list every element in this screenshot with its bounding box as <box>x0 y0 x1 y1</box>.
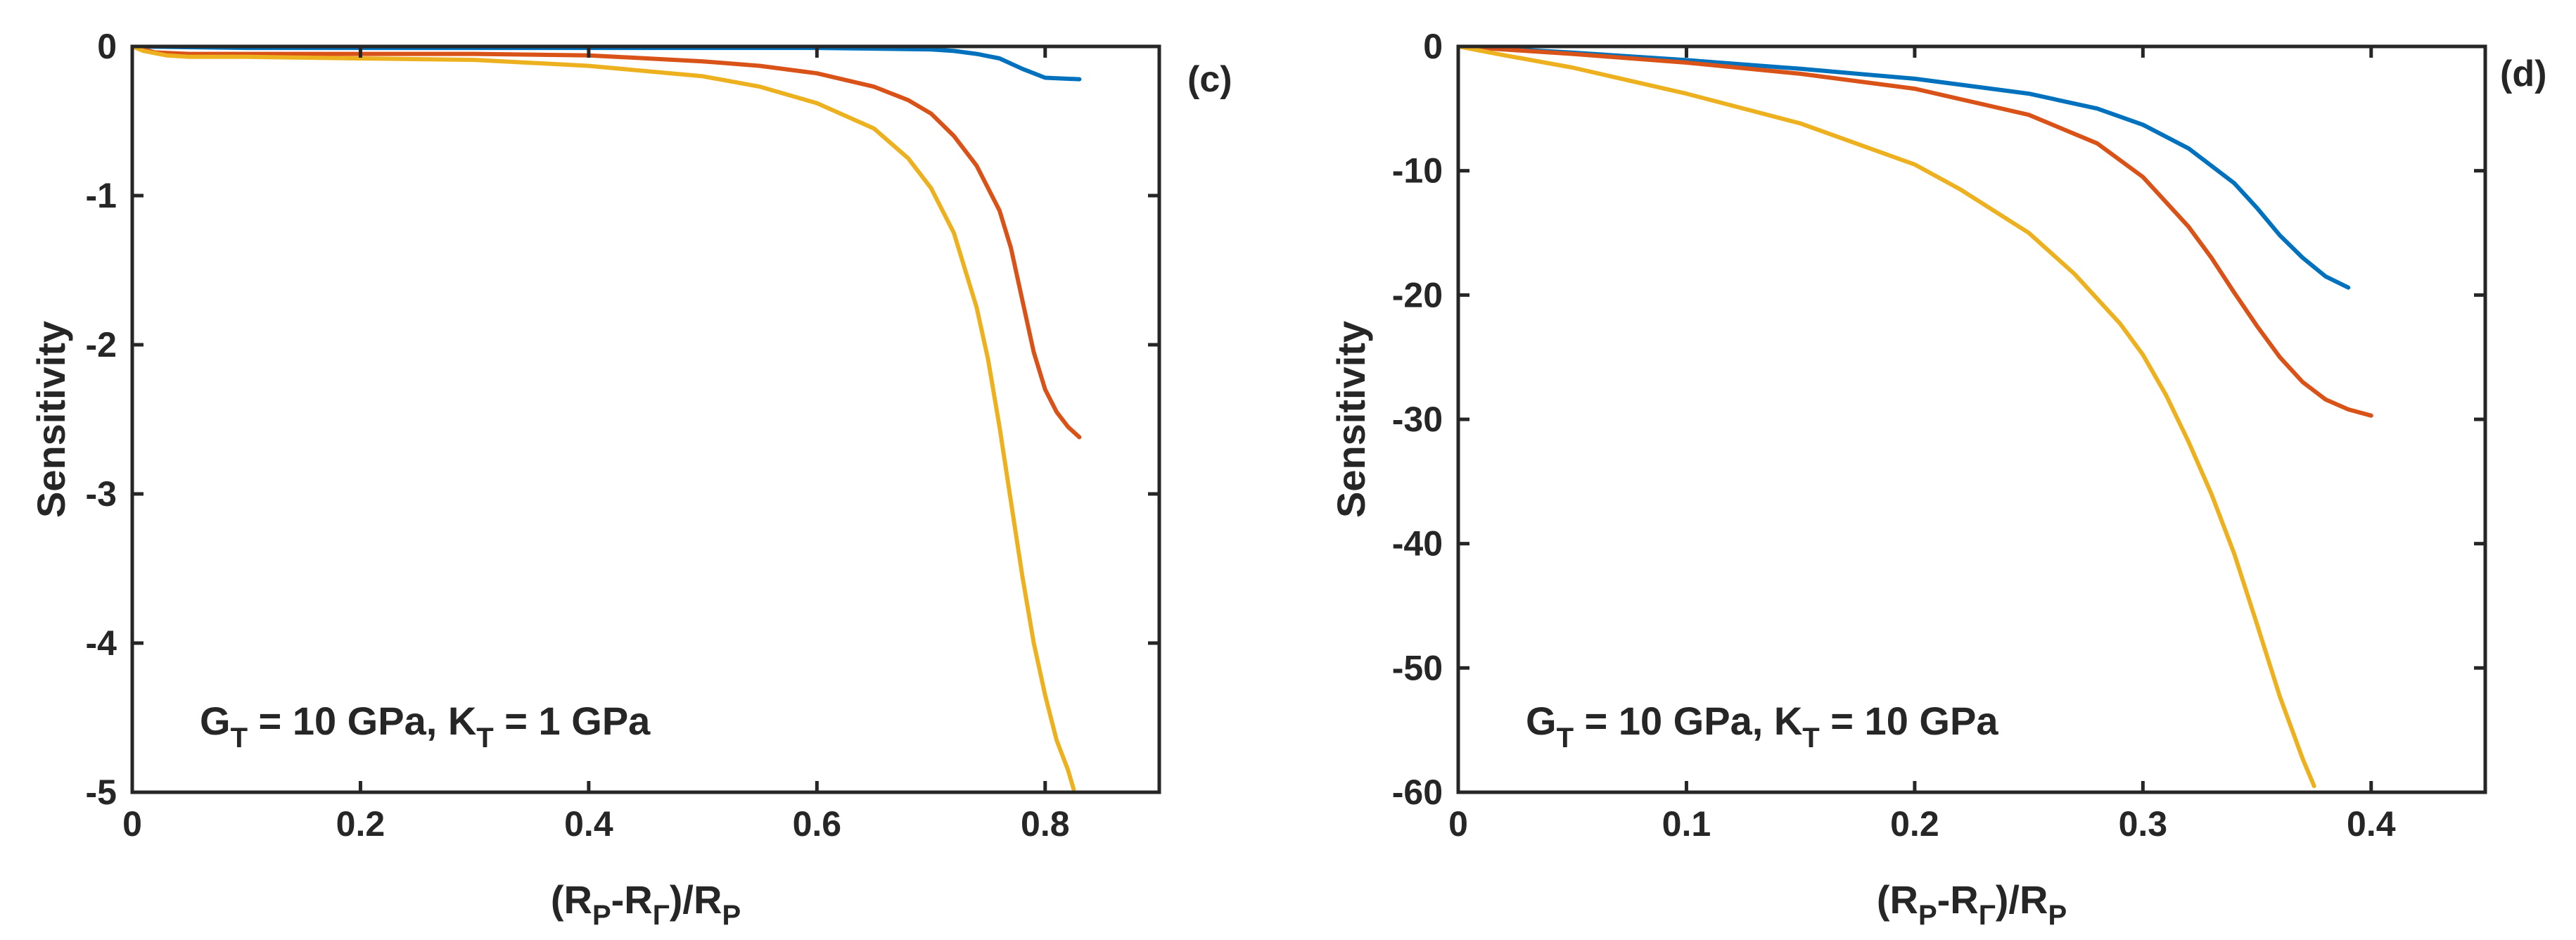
tick-labels: 0 0.2 0.4 0.6 0.8 0 -1 -2 -3 -4 -5 <box>86 27 1070 844</box>
series-line-red <box>1458 46 2373 418</box>
axes-frame <box>130 44 1161 794</box>
parameter-annotation: GT = 10 GPa, KT = 1 GPa <box>200 699 651 754</box>
series-line-yellow <box>132 46 1076 792</box>
series-line-blue <box>132 46 1082 82</box>
x-tick-label: 0.2 <box>336 804 385 844</box>
tick-labels: 0 0.1 0.2 0.3 0.4 0 -10 -20 -30 -40 -50 -60 <box>1392 27 2396 844</box>
y-tick-label: -50 <box>1392 648 1443 687</box>
tick-marks <box>1456 44 2485 794</box>
y-tick-label: 0 <box>97 27 117 66</box>
tick-marks <box>130 44 1159 794</box>
y-tick-label: -1 <box>86 176 117 215</box>
x-tick-label: 0.2 <box>1890 804 1939 844</box>
chart-panel-c: 0 0.2 0.4 0.6 0.8 0 -1 -2 -3 -4 -5 (c) GT = 10 GPa… <box>29 27 1232 931</box>
series-line-blue <box>1458 46 2351 290</box>
y-tick-label: -10 <box>1392 151 1443 191</box>
x-tick-label: 0.6 <box>793 804 842 844</box>
x-tick-label: 0 <box>122 804 142 844</box>
y-tick-label: -30 <box>1392 400 1443 439</box>
y-tick-label: -2 <box>86 325 117 364</box>
plot-area <box>132 46 1082 792</box>
x-tick-label: 0.3 <box>2119 804 2168 844</box>
panel-label: (d) <box>2500 53 2546 94</box>
series-line-yellow <box>1458 46 2316 789</box>
y-tick-label: -60 <box>1392 773 1443 812</box>
y-tick-label: -40 <box>1392 524 1443 564</box>
axes-frame <box>1456 44 2487 794</box>
panel-label: (c) <box>1187 59 1232 100</box>
y-axis-label: Sensitivity <box>1329 321 1373 518</box>
plot-area <box>1458 46 2373 789</box>
x-axis-label: (RP-RΓ)/RP <box>1877 877 2067 931</box>
x-axis-label: (RP-RΓ)/RP <box>551 877 741 931</box>
chart-panel-d: 0 0.1 0.2 0.3 0.4 0 -10 -20 -30 -40 -50 -60 (d) GT … <box>1329 27 2546 931</box>
x-tick-label: 0.1 <box>1662 804 1711 844</box>
parameter-annotation: GT = 10 GPa, KT = 10 GPa <box>1526 699 1998 754</box>
x-tick-label: 0 <box>1448 804 1468 844</box>
x-tick-label: 0.8 <box>1021 804 1070 844</box>
y-tick-label: -5 <box>86 773 117 812</box>
y-tick-label: -4 <box>86 623 117 663</box>
y-tick-label: -20 <box>1392 275 1443 315</box>
y-axis-label: Sensitivity <box>29 321 73 518</box>
y-tick-label: 0 <box>1423 27 1443 66</box>
x-tick-label: 0.4 <box>564 804 613 844</box>
x-tick-label: 0.4 <box>2347 804 2396 844</box>
series-line-red <box>132 46 1082 440</box>
y-tick-label: -3 <box>86 474 117 514</box>
